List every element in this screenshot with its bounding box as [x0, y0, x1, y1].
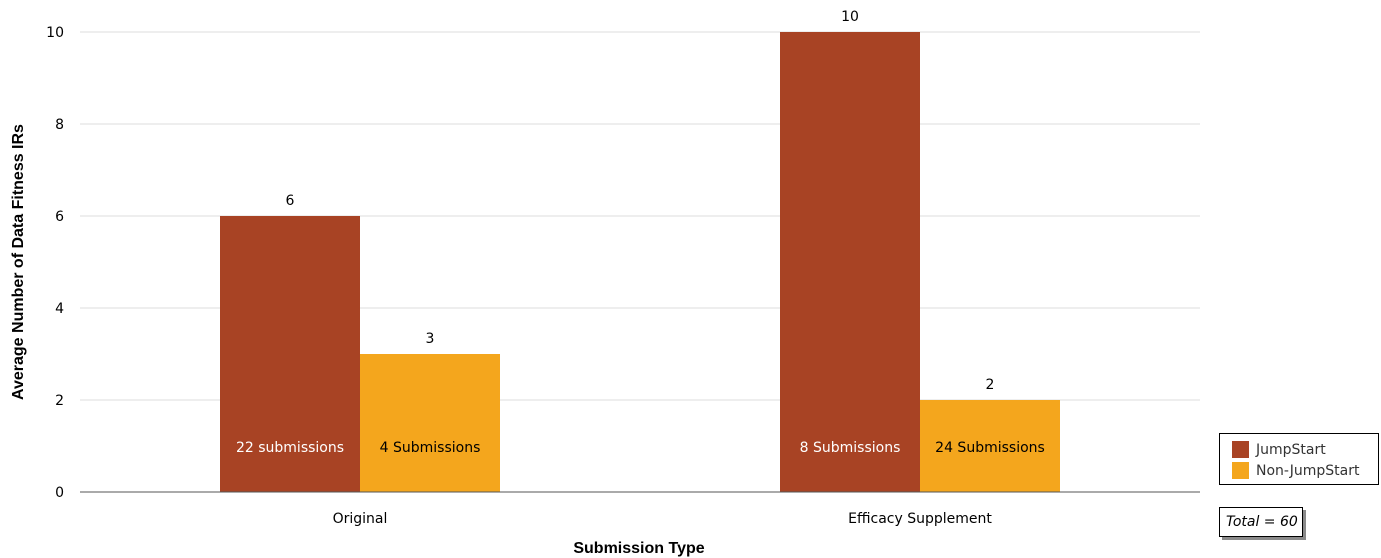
y-tick-labels: 0 2 4 6 8 10 — [46, 25, 64, 501]
legend-item-jumpstart: JumpStart — [1232, 441, 1326, 458]
y-tick-label: 4 — [55, 301, 64, 317]
bar-value-label: 10 — [841, 9, 859, 25]
y-tick-label: 8 — [55, 117, 64, 133]
bar-value-label: 3 — [426, 331, 435, 347]
bar-inner-label: 24 Submissions — [935, 440, 1045, 456]
bar-value-label: 2 — [986, 377, 995, 393]
total-annotation: Total = 60 — [1219, 507, 1303, 537]
bar-value-label: 6 — [286, 193, 295, 209]
bar — [220, 216, 360, 492]
x-axis-label: Submission Type — [573, 540, 704, 557]
x-tick-label: Original — [333, 511, 388, 527]
total-text: Total = 60 — [1226, 514, 1298, 530]
bar-inner-label: 4 Submissions — [380, 440, 481, 456]
bar — [360, 354, 500, 492]
legend-label-non-jumpstart: Non-JumpStart — [1256, 462, 1360, 479]
legend-item-non-jumpstart: Non-JumpStart — [1232, 462, 1359, 479]
bar — [920, 400, 1060, 492]
x-tick-labels: Original Efficacy Supplement — [333, 511, 993, 527]
bar — [780, 32, 920, 492]
y-tick-label: 6 — [55, 209, 64, 225]
y-tick-label: 2 — [55, 393, 64, 409]
x-tick-label: Efficacy Supplement — [848, 511, 992, 527]
bars: 6 22 submissions 3 4 Submissions 10 8 Submiss… — [220, 9, 1060, 492]
y-tick-label: 0 — [55, 485, 64, 501]
legend: JumpStart Non-JumpStart — [1219, 433, 1379, 485]
legend-swatch-jumpstart — [1232, 441, 1249, 458]
legend-label-jumpstart: JumpStart — [1256, 441, 1326, 458]
y-tick-label: 10 — [46, 25, 64, 41]
legend-swatch-non-jumpstart — [1232, 462, 1249, 479]
bar-inner-label: 22 submissions — [236, 440, 344, 456]
bar-inner-label: 8 Submissions — [800, 440, 901, 456]
y-axis-label: Average Number of Data Fitness IRs — [10, 124, 27, 400]
